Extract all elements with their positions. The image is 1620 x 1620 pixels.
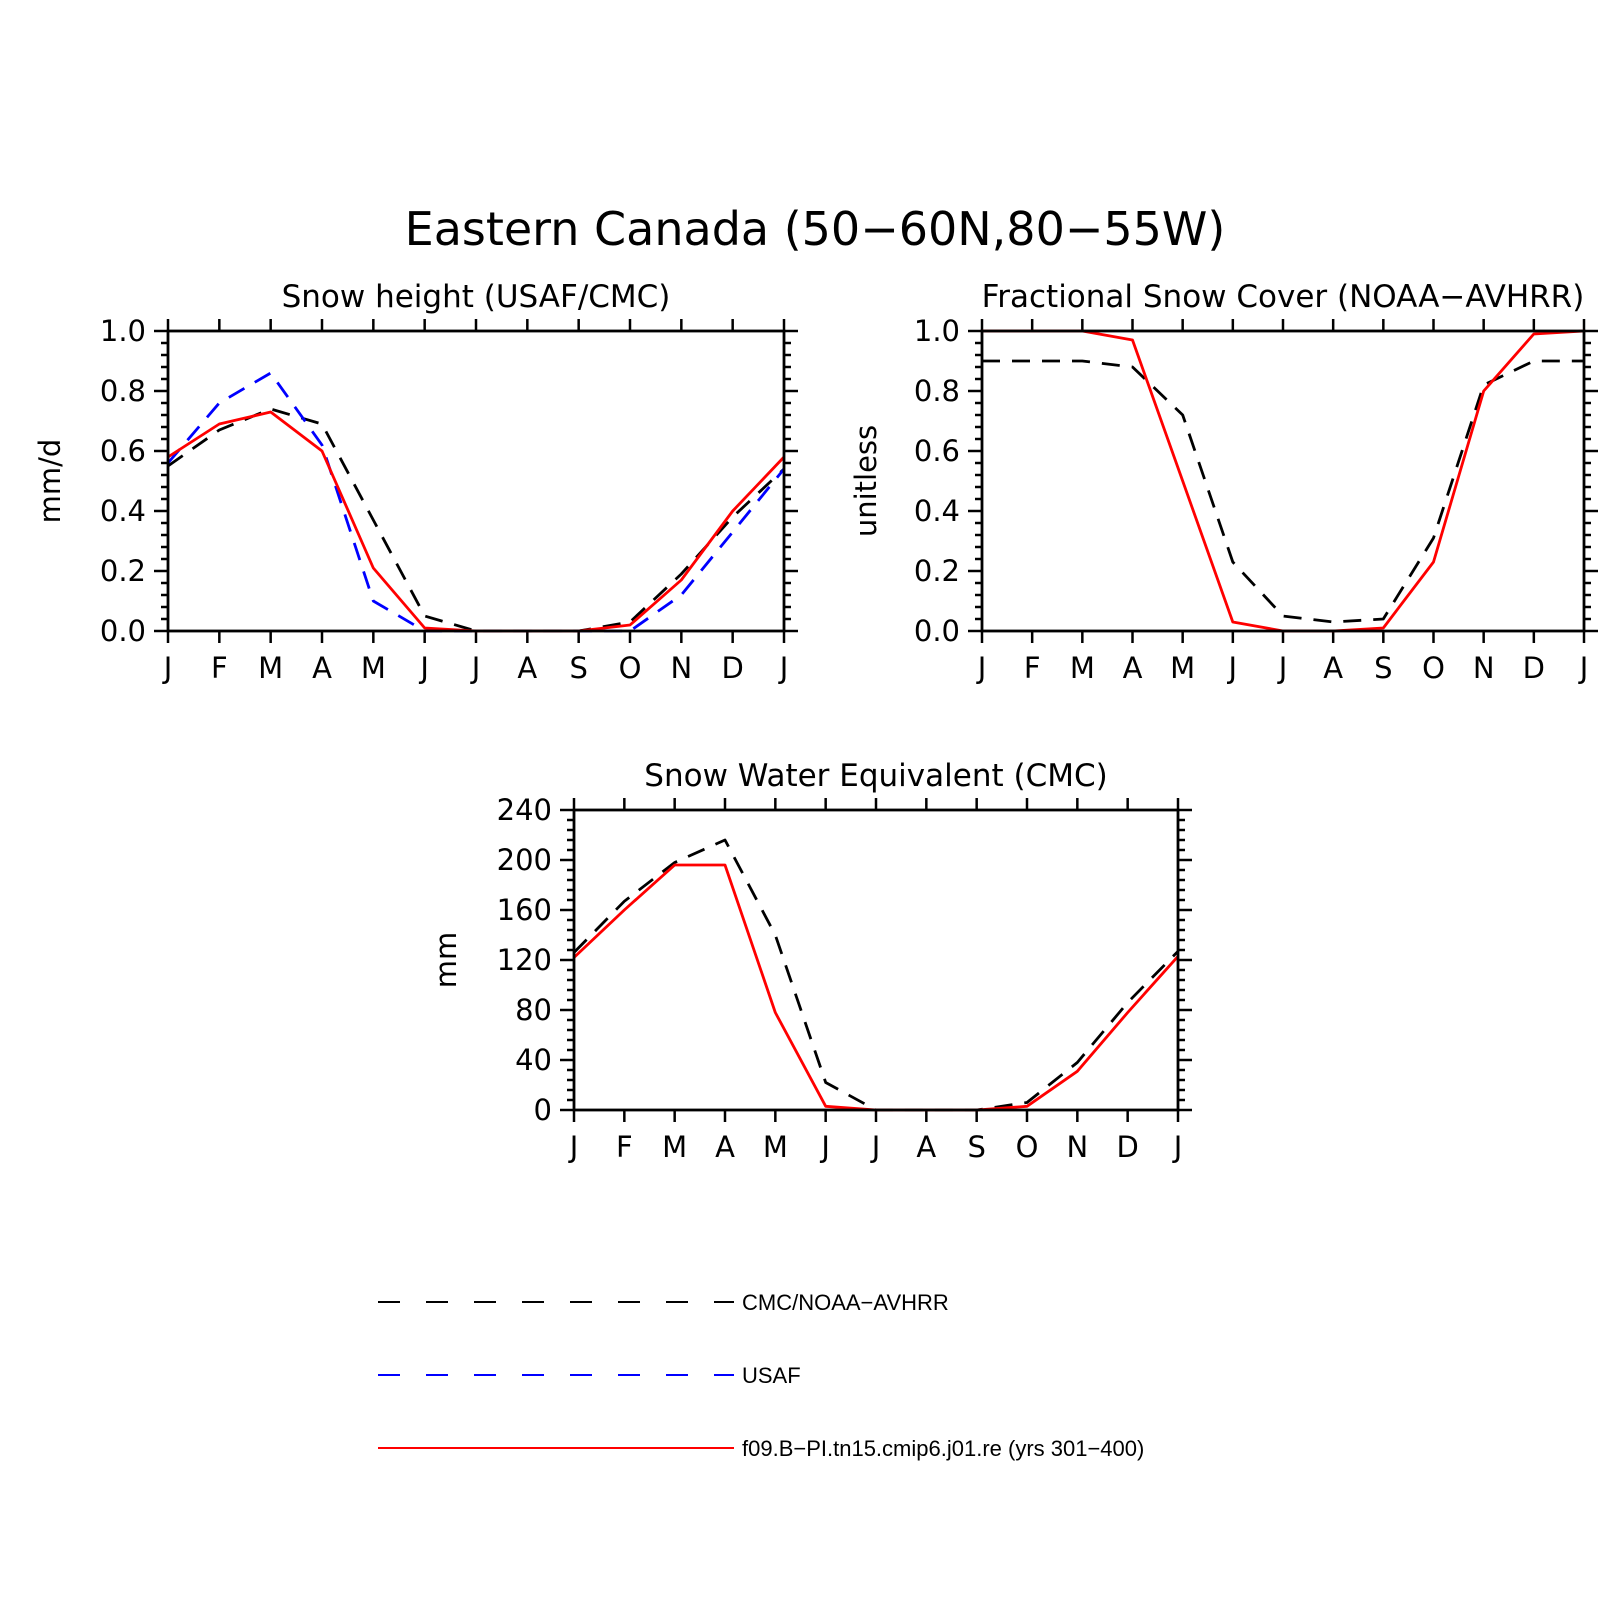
x-tick-label: D <box>1116 1130 1138 1164</box>
y-tick-label: 0.8 <box>914 374 960 408</box>
y-tick-label: 40 <box>515 1043 552 1077</box>
plot-frame <box>980 329 1586 633</box>
y-tick-label: 160 <box>497 893 552 927</box>
y-tick-label: 0.2 <box>914 554 960 588</box>
x-tick-label: J <box>1578 651 1589 685</box>
x-tick-label: J <box>1277 651 1288 685</box>
figure-title: Eastern Canada (50−60N,80−55W) <box>405 202 1226 256</box>
x-tick-label: J <box>470 651 481 685</box>
y-axis-label: unitless <box>849 425 883 537</box>
x-tick-label: M <box>763 1130 788 1164</box>
y-tick-label: 0 <box>534 1093 552 1127</box>
chart-panel-snow-height: Snow height (USAF/CMC)mm/dJ F M A M J J A S O N D J0… <box>33 279 798 685</box>
series-line-obs-cmc <box>167 407 785 633</box>
y-tick-label: 0.4 <box>914 494 960 528</box>
x-tick-label: J <box>1227 651 1238 685</box>
panels: Snow height (USAF/CMC)mm/dJ F M A M J J A S O N D J0… <box>33 279 1598 1164</box>
y-tick-label: 200 <box>497 843 552 877</box>
series-line-model <box>573 863 1180 1112</box>
x-tick-label: F <box>211 651 228 685</box>
x-tick-label: O <box>619 651 642 685</box>
x-tick-label: D <box>721 651 743 685</box>
plot-frame <box>572 808 1180 1112</box>
legend-label: USAF <box>742 1363 801 1388</box>
y-axis-label: mm <box>429 932 463 989</box>
panel-title: Fractional Snow Cover (NOAA−AVHRR) <box>982 279 1585 315</box>
legend-item-obs-usaf: USAF <box>378 1363 801 1388</box>
y-tick-label: 0.6 <box>100 434 146 468</box>
x-tick-label: M <box>1170 651 1195 685</box>
x-tick-label: N <box>1473 651 1495 685</box>
x-tick-label: A <box>1123 651 1143 685</box>
x-tick-label: S <box>569 651 587 685</box>
y-tick-label: 1.0 <box>914 314 960 348</box>
chart-panel-snow-water-equivalent: Snow Water Equivalent (CMC)mmJ F M A M J J A S O N… <box>429 758 1192 1164</box>
series-line-model <box>982 329 1585 633</box>
x-tick-label: A <box>715 1130 735 1164</box>
y-tick-label: 0.2 <box>100 554 146 588</box>
x-tick-label: F <box>1024 651 1041 685</box>
legend-label: CMC/NOAA−AVHRR <box>742 1290 949 1315</box>
legend-label: f09.B−PI.tn15.cmip6.j01.re (yrs 301−400) <box>742 1436 1144 1461</box>
y-tick-label: 0.0 <box>100 614 146 648</box>
y-tick-label: 80 <box>515 993 552 1027</box>
x-tick-label: D <box>1523 651 1545 685</box>
x-tick-label: F <box>616 1130 633 1164</box>
series-line-obs-cmc <box>573 838 1179 1112</box>
x-tick-label: J <box>870 1130 881 1164</box>
y-tick-label: 0.4 <box>100 494 146 528</box>
x-tick-label: J <box>778 651 789 685</box>
x-tick-label: N <box>670 651 692 685</box>
x-tick-label: M <box>662 1130 687 1164</box>
series-line-model <box>167 410 786 633</box>
x-tick-label: J <box>976 651 987 685</box>
x-tick-label: A <box>1323 651 1343 685</box>
x-tick-label: J <box>819 1130 830 1164</box>
plot-frame <box>166 329 786 633</box>
x-tick-label: J <box>568 1130 579 1164</box>
series-line-obs-cmc <box>982 359 1584 624</box>
y-tick-label: 0.6 <box>914 434 960 468</box>
x-tick-label: A <box>517 651 537 685</box>
y-tick-label: 0.8 <box>100 374 146 408</box>
legend-item-model: f09.B−PI.tn15.cmip6.j01.re (yrs 301−400) <box>378 1436 1144 1461</box>
y-tick-label: 120 <box>497 943 552 977</box>
x-tick-label: M <box>361 651 386 685</box>
x-tick-label: J <box>1172 1130 1183 1164</box>
legend: CMC/NOAA−AVHRR USAF f09.B−PI.tn15.cmip6.j0… <box>378 1290 1144 1461</box>
y-tick-label: 1.0 <box>100 314 146 348</box>
x-tick-label: M <box>1070 651 1095 685</box>
x-tick-label: A <box>312 651 332 685</box>
chart-panel-fractional-snow-cover: Fractional Snow Cover (NOAA−AVHRR) unitle… <box>849 279 1598 685</box>
panel-title: Snow height (USAF/CMC) <box>282 279 671 315</box>
legend-item-obs-cmc: CMC/NOAA−AVHRR <box>378 1290 949 1315</box>
x-tick-label: M <box>258 651 283 685</box>
x-tick-label: A <box>916 1130 936 1164</box>
x-tick-label: O <box>1016 1130 1039 1164</box>
panel-title: Snow Water Equivalent (CMC) <box>644 758 1107 794</box>
y-tick-label: 0.0 <box>914 614 960 648</box>
y-tick-label: 240 <box>497 793 552 827</box>
x-tick-label: O <box>1422 651 1445 685</box>
y-axis-label: mm/d <box>33 439 67 524</box>
x-tick-label: J <box>162 651 173 685</box>
x-tick-label: N <box>1066 1130 1088 1164</box>
x-tick-label: S <box>1374 651 1392 685</box>
x-tick-label: S <box>967 1130 985 1164</box>
x-tick-label: J <box>418 651 429 685</box>
